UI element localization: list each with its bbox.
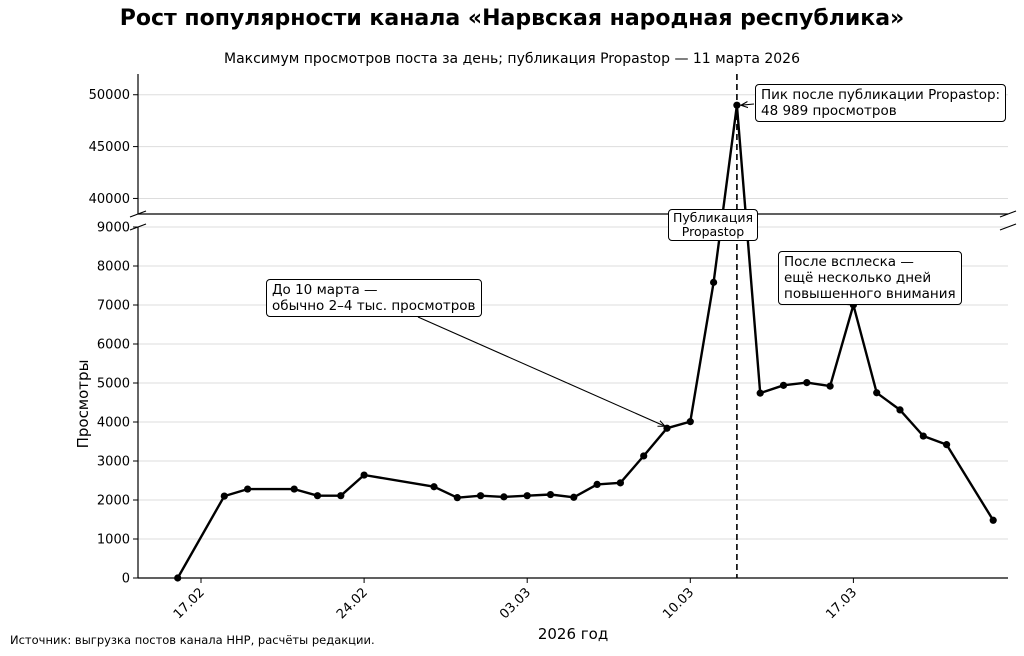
y-tick-label: 2000: [97, 494, 130, 509]
y-axis-label: Просмотры: [74, 359, 92, 449]
axis-break-mark: [999, 223, 1017, 231]
data-point: [803, 379, 811, 387]
chart-subtitle: Максимум просмотров поста за день; публи…: [223, 51, 801, 67]
x-axis-label: 2026 год: [537, 625, 609, 643]
y-tick-label: 5000: [97, 377, 130, 392]
data-point: [640, 452, 648, 460]
annotation-before-march-10: До 10 марта — обычно 2–4 тыс. просмотров: [266, 279, 482, 317]
y-tick-label: 4000: [97, 416, 130, 431]
data-point: [919, 432, 927, 440]
y-tick-label: 40000: [89, 192, 130, 207]
y-tick-label: 0: [122, 572, 130, 587]
source-note: Источник: выгрузка постов канала ННР, ра…: [10, 633, 375, 647]
data-point: [500, 493, 508, 501]
data-point: [290, 485, 298, 493]
data-point: [593, 480, 601, 488]
y-tick-label: 50000: [89, 88, 130, 103]
x-tick-label: 17.02: [171, 585, 208, 622]
data-point: [779, 381, 788, 389]
y-tick-label: 3000: [97, 455, 130, 470]
y-tick-label: 45000: [89, 140, 130, 155]
data-point: [710, 278, 718, 286]
data-point: [546, 490, 555, 499]
data-point: [943, 441, 951, 449]
data-point: [756, 389, 764, 397]
data-point: [477, 492, 485, 500]
axis-break-mark: [129, 223, 147, 231]
data-point: [430, 483, 438, 491]
data-point: [570, 493, 578, 501]
data-point: [244, 485, 252, 493]
data-point: [523, 492, 531, 500]
y-tick-label: 1000: [97, 533, 130, 548]
x-tick-label: 17.03: [823, 585, 860, 622]
data-point: [896, 406, 904, 414]
data-point: [686, 418, 694, 426]
annotation-after-spike: После всплеска — ещё несколько дней повыше…: [778, 251, 962, 305]
annotation-before-arrow: [417, 316, 665, 426]
data-point: [826, 382, 834, 390]
series-line: [176, 103, 995, 579]
data-point: [337, 492, 345, 500]
data-point: [313, 492, 322, 500]
data-point: [360, 471, 368, 479]
data-point: [220, 492, 228, 500]
chart-title: Рост популярности канала «Нарвская народ…: [119, 6, 905, 31]
data-point: [453, 494, 461, 502]
data-point: [989, 516, 997, 524]
x-tick-label: 10.03: [660, 585, 697, 622]
data-point: [174, 574, 182, 582]
data-point: [873, 389, 881, 397]
axis-break-mark: [999, 210, 1017, 218]
x-tick-label: 24.02: [334, 585, 371, 622]
y-tick-label: 9000: [97, 221, 130, 236]
annotation-peak-arrow: [741, 104, 755, 105]
data-point: [733, 101, 741, 109]
y-tick-label: 6000: [97, 338, 130, 353]
x-tick-label: 03.03: [497, 585, 534, 622]
y-tick-label: 7000: [97, 299, 130, 314]
axis-break-mark: [129, 210, 147, 218]
data-point: [616, 479, 625, 487]
annotation-peak: Пик после публикации Propastop: 48 989 пр…: [755, 84, 1007, 122]
annotation-publication: Публикация Propastop: [668, 209, 758, 241]
y-tick-label: 8000: [97, 260, 130, 275]
